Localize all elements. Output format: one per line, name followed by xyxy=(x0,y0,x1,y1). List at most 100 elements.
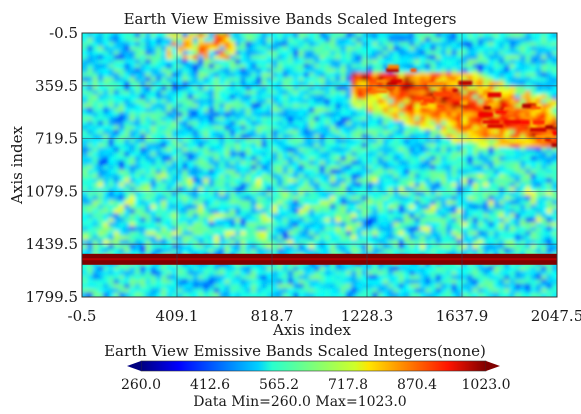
heatmap-cell xyxy=(314,138,321,144)
heatmap-cell xyxy=(551,178,557,184)
heatmap-cell xyxy=(229,33,236,38)
heatmap-cell xyxy=(425,165,431,170)
heatmap-cell xyxy=(435,213,442,219)
heatmap-cell xyxy=(92,266,99,272)
heatmap-cell xyxy=(340,125,347,131)
heatmap-cell xyxy=(509,151,516,157)
heatmap-cell xyxy=(551,173,557,179)
heatmap-cell xyxy=(92,77,99,82)
heatmap-cell xyxy=(514,46,521,52)
heatmap-cell xyxy=(361,41,368,47)
heatmap-cell xyxy=(103,239,109,245)
heatmap-cell xyxy=(140,239,146,245)
heatmap-cell xyxy=(213,173,220,179)
heatmap-cell xyxy=(398,99,405,104)
heatmap-cell xyxy=(219,77,226,82)
heatmap-cell xyxy=(398,134,405,140)
heatmap-cell xyxy=(340,50,347,56)
heatmap-cell xyxy=(208,46,215,52)
heatmap-cell xyxy=(330,226,336,232)
heatmap-cell xyxy=(520,217,526,223)
heatmap-cell xyxy=(504,94,511,100)
heatmap-cell xyxy=(509,77,516,82)
heatmap-cell xyxy=(324,55,331,60)
heatmap-cell xyxy=(140,270,146,276)
heatmap-cell xyxy=(287,77,294,82)
heatmap-cell xyxy=(483,151,489,157)
heatmap-cell xyxy=(546,160,553,166)
heatmap-cell xyxy=(467,121,474,126)
heatmap-cell xyxy=(192,37,199,43)
heatmap-cell xyxy=(403,59,410,65)
heatmap-cell xyxy=(361,160,368,166)
heatmap-cell xyxy=(92,46,99,52)
heatmap-cell xyxy=(235,116,241,122)
heatmap-cell xyxy=(82,55,88,60)
heatmap-cell xyxy=(129,160,136,166)
heatmap-cell xyxy=(82,178,88,184)
heatmap-cell xyxy=(192,151,199,157)
heatmap-cell xyxy=(108,156,115,162)
heatmap-cell xyxy=(235,41,241,47)
heatmap-cell xyxy=(118,125,125,131)
heatmap-cell xyxy=(224,41,231,47)
heatmap-cell xyxy=(198,209,204,214)
heatmap-cell xyxy=(472,266,479,272)
heatmap-cell xyxy=(272,239,278,245)
heatmap-cell xyxy=(192,248,199,254)
heatmap-cell xyxy=(298,182,305,188)
heatmap-cell xyxy=(430,107,437,113)
heatmap-cell xyxy=(520,50,526,56)
heatmap-cell xyxy=(467,41,474,47)
heatmap-cell xyxy=(298,46,305,52)
heatmap-cell xyxy=(361,156,368,162)
heatmap-cell xyxy=(493,143,500,148)
heatmap-cell xyxy=(150,55,157,60)
heatmap-cell xyxy=(287,266,294,272)
heatmap-cell xyxy=(92,209,99,214)
heatmap-cell xyxy=(182,77,189,82)
heatmap-cell xyxy=(298,147,305,153)
heatmap-cell xyxy=(103,204,109,210)
heatmap-cell xyxy=(219,147,226,153)
heatmap-cell xyxy=(483,99,489,104)
heatmap-cell xyxy=(498,143,505,148)
heatmap-cell xyxy=(462,59,468,65)
heatmap-cell xyxy=(124,235,131,241)
heatmap-cell xyxy=(530,68,537,74)
heatmap-cell xyxy=(103,226,109,232)
heatmap-cell xyxy=(472,77,479,82)
heatmap-cell xyxy=(82,160,88,166)
heatmap-cell xyxy=(287,41,294,47)
heatmap-cell xyxy=(198,72,204,78)
heatmap-cell xyxy=(361,81,368,87)
heatmap-cell xyxy=(150,94,157,100)
heatmap-cell xyxy=(303,50,310,56)
heatmap-cell xyxy=(477,90,484,96)
heatmap-cell xyxy=(308,204,315,210)
heatmap-cell xyxy=(430,169,437,175)
heatmap-cell xyxy=(277,107,284,113)
heatmap-cell xyxy=(108,143,115,148)
heatmap-cell xyxy=(509,270,516,276)
heatmap-cell xyxy=(219,50,226,56)
heatmap-cell xyxy=(541,173,548,179)
heatmap-cell xyxy=(187,94,194,100)
heatmap-cell xyxy=(155,103,162,109)
heatmap-cell xyxy=(425,50,431,56)
heatmap-cell xyxy=(314,270,321,276)
heatmap-cell xyxy=(388,125,394,131)
heatmap-cell xyxy=(456,270,463,276)
heatmap-cell xyxy=(166,275,173,280)
heatmap-cell xyxy=(155,72,162,78)
heatmap-cell xyxy=(335,37,342,43)
heatmap-cell xyxy=(551,116,557,122)
heatmap-cell xyxy=(509,90,516,96)
heatmap-cell xyxy=(403,239,410,245)
heatmap-cell xyxy=(493,116,500,122)
heatmap-cell xyxy=(377,222,384,228)
heatmap-cell xyxy=(187,129,194,135)
heatmap-cell xyxy=(414,239,421,245)
heatmap-cell xyxy=(261,182,268,188)
heatmap-cell xyxy=(440,147,447,153)
